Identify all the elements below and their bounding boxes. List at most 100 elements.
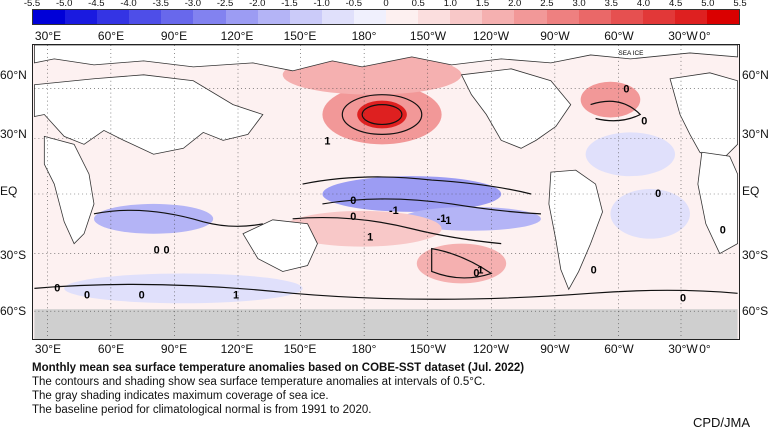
longitude-label: 120°W bbox=[472, 342, 510, 356]
longitude-label: 90°W bbox=[540, 342, 570, 356]
sea-ice-label: SEA ICE bbox=[618, 50, 644, 57]
latitude-label: 30°N bbox=[0, 127, 27, 141]
longitude-label: 30°W bbox=[668, 29, 698, 43]
colorbar-tick-label: 5.0 bbox=[701, 0, 715, 9]
land-masses bbox=[33, 45, 739, 291]
colorbar-tick-label: -2.5 bbox=[216, 0, 234, 9]
longitude-label: 30°E bbox=[34, 29, 62, 43]
colorbar-tick-label: 3.0 bbox=[572, 0, 586, 9]
colorbar-tick-label: 0 bbox=[383, 0, 389, 9]
contour-label: 0 bbox=[641, 115, 647, 127]
contour-line bbox=[34, 283, 738, 300]
colorbar-cell bbox=[129, 10, 162, 24]
colorbar-tick-label: -2.0 bbox=[249, 0, 266, 9]
latitude-label: 30°N bbox=[742, 127, 769, 141]
colorbar-tick-label: 4.0 bbox=[636, 0, 651, 9]
colorbar-cell bbox=[321, 10, 354, 24]
colorbar-cell bbox=[482, 10, 515, 24]
colorbar-cell bbox=[514, 10, 547, 24]
colorbar-cell bbox=[193, 10, 226, 24]
credit: CPD/JMA bbox=[692, 415, 750, 430]
latitude-label: 30°S bbox=[0, 248, 27, 262]
latitude-label: EQ bbox=[0, 184, 18, 198]
colorbar-cell bbox=[289, 10, 322, 24]
latitude-label: 30°S bbox=[742, 248, 769, 262]
contour-label: 0 bbox=[154, 245, 160, 257]
colorbar-tick-label: -3.0 bbox=[184, 0, 202, 9]
africa bbox=[43, 135, 95, 245]
contour-label: 0 bbox=[84, 289, 90, 301]
longitude-label: 150°E bbox=[283, 342, 317, 356]
contour-label: 0 bbox=[473, 267, 479, 279]
contour-label: 0 bbox=[680, 292, 686, 304]
colorbar-tick-label: -4.0 bbox=[120, 0, 137, 9]
longitude-labels-bottom: 30°E 60°E 90°E 120°E 150°E 180° 150°W 120°W 90°W… bbox=[0, 342, 772, 358]
colorbar-cell bbox=[33, 10, 66, 24]
contour-line bbox=[431, 247, 493, 279]
contour-label: 0 bbox=[164, 245, 170, 257]
colorbar-cell bbox=[674, 10, 707, 24]
contour-label: 1 bbox=[324, 135, 330, 147]
contour-label: 0 bbox=[54, 282, 60, 294]
africa-east bbox=[697, 151, 739, 255]
pos-anomaly-subarctic bbox=[282, 54, 462, 95]
contour-line bbox=[302, 176, 532, 195]
colorbar-cell bbox=[65, 10, 98, 24]
latitude-label: EQ bbox=[742, 184, 760, 198]
longitude-label: 30°W bbox=[668, 342, 698, 356]
colorbar-cell bbox=[225, 10, 258, 24]
caption: Monthly mean sea surface temperature ano… bbox=[32, 361, 672, 417]
neg-anomaly-indian-ocean bbox=[93, 203, 214, 234]
contour-line bbox=[590, 100, 642, 122]
caption-title: Monthly mean sea surface temperature ano… bbox=[32, 362, 525, 374]
arctic-land bbox=[33, 45, 739, 72]
caption-line-2: The gray shading indicates maximum cover… bbox=[32, 390, 329, 402]
longitude-label: 60°E bbox=[97, 29, 125, 43]
colorbar-tick-label: 4.5 bbox=[669, 0, 683, 9]
colorbar-cell bbox=[97, 10, 130, 24]
longitude-label: 90°W bbox=[540, 29, 570, 43]
colorbar-tick-label: 3.5 bbox=[604, 0, 618, 9]
colorbar-tick-label: 1.5 bbox=[475, 0, 490, 9]
colorbar-tick-label: -5.5 bbox=[23, 0, 41, 9]
longitude-label: 180° bbox=[351, 342, 377, 356]
latitude-label: 60°N bbox=[742, 68, 769, 82]
neg-anomaly-tropical-atlantic bbox=[585, 132, 676, 177]
latitude-label: 60°S bbox=[0, 304, 27, 318]
longitude-label: 0° bbox=[699, 342, 711, 356]
colorbar-tick-label: 2.0 bbox=[508, 0, 522, 9]
colorbar-tick-label: -5.0 bbox=[55, 0, 73, 9]
longitude-label: 30°E bbox=[34, 342, 62, 356]
longitude-label: 0° bbox=[699, 29, 711, 43]
caption-line-3: The baseline period for climatological n… bbox=[32, 404, 372, 416]
colorbar-tick-label: 0.5 bbox=[411, 0, 425, 9]
longitude-label: 150°W bbox=[409, 342, 447, 356]
colorbar-cell bbox=[386, 10, 419, 24]
contour-line bbox=[322, 198, 541, 215]
australia bbox=[242, 219, 318, 272]
colorbar-cell bbox=[642, 10, 675, 24]
contour-label: 0 bbox=[720, 225, 726, 237]
south-america bbox=[548, 169, 603, 291]
longitude-label: 120°E bbox=[220, 29, 254, 43]
contour-label: -1 bbox=[389, 205, 399, 217]
contour-line bbox=[341, 94, 423, 135]
contour-label: 0 bbox=[350, 195, 356, 207]
longitude-label: 90°E bbox=[160, 29, 188, 43]
contour-label: 0 bbox=[139, 289, 145, 301]
colorbar-tick-label: -1.0 bbox=[313, 0, 330, 9]
longitude-label: 150°E bbox=[283, 29, 317, 43]
colorbar-cell bbox=[610, 10, 643, 24]
contour-label: 0 bbox=[623, 84, 629, 96]
contour-label: 1 bbox=[367, 232, 373, 244]
sea-ice-shading bbox=[34, 309, 738, 339]
colorbar-tick-label: 2.5 bbox=[540, 0, 554, 9]
colorbar-tick-label: 1.0 bbox=[443, 0, 457, 9]
pos-anomaly-north-pacific-core bbox=[357, 100, 407, 129]
longitude-label: 60°E bbox=[97, 342, 125, 356]
longitude-label: 60°W bbox=[604, 29, 634, 43]
longitude-label: 150°W bbox=[409, 29, 447, 43]
contour-label: 0 bbox=[350, 211, 356, 223]
colorbar-cell bbox=[450, 10, 483, 24]
colorbar-cell bbox=[257, 10, 290, 24]
